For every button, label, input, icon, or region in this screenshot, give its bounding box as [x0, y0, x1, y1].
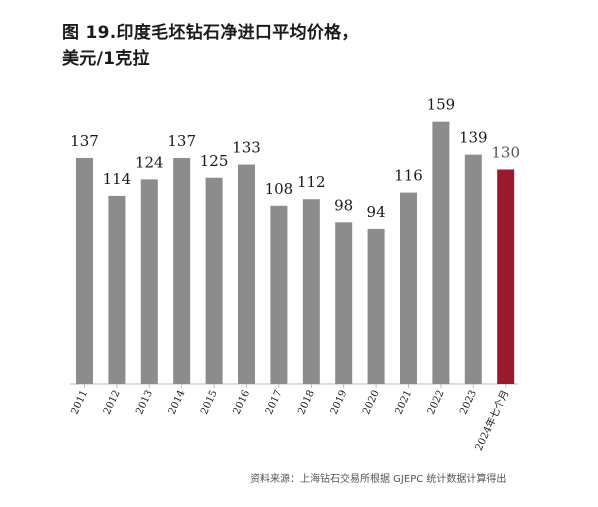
data-label: 130 — [491, 144, 520, 162]
data-label: 98 — [334, 196, 353, 214]
x-tick-label: 2024年七个月 — [472, 388, 511, 453]
source-note: 资料来源：上海钻石交易所根据 GJEPC 统计数据计算得出 — [250, 474, 507, 485]
bar — [140, 179, 158, 384]
bar — [302, 199, 320, 384]
bar — [335, 222, 353, 384]
data-label: 112 — [297, 173, 326, 191]
title-line-2: 美元/1克拉 — [62, 49, 150, 69]
data-label: 116 — [394, 167, 423, 185]
x-tick-label: 2019 — [329, 389, 350, 417]
x-tick-label: 2020 — [361, 389, 382, 417]
x-tick-label: 2014 — [167, 389, 188, 417]
x-tick-label: 2011 — [69, 389, 90, 417]
x-tick-label: 2015 — [199, 389, 220, 417]
bar — [497, 169, 515, 384]
x-tick-label: 2021 — [393, 389, 414, 417]
bar — [464, 154, 482, 384]
x-tick-label: 2012 — [102, 389, 123, 417]
bar — [238, 164, 255, 384]
x-tick-label: 2016 — [231, 389, 252, 417]
data-label: 137 — [167, 132, 196, 150]
bar — [367, 228, 385, 384]
data-label: 159 — [427, 96, 456, 114]
bar — [108, 195, 126, 384]
data-label: 125 — [200, 152, 229, 170]
data-label: 133 — [232, 139, 261, 157]
data-label: 139 — [459, 129, 488, 147]
bar — [205, 177, 223, 384]
bar — [173, 157, 191, 384]
data-label: 108 — [265, 180, 294, 198]
x-tick-label: 2017 — [264, 389, 285, 417]
data-label: 94 — [367, 203, 386, 221]
data-label: 124 — [135, 153, 164, 171]
title-line-1: 图 19.印度毛坯钻石净进口平均价格， — [62, 23, 359, 43]
x-tick-label: 2022 — [426, 389, 447, 417]
chart-title: 图 19.印度毛坯钻石净进口平均价格， 美元/1克拉 — [62, 20, 359, 72]
data-label: 137 — [70, 132, 99, 150]
data-label: 114 — [103, 170, 132, 188]
bar — [76, 157, 93, 384]
bar — [432, 121, 450, 385]
x-tick-label: 2013 — [134, 389, 155, 417]
bar — [400, 192, 417, 384]
bar — [270, 205, 288, 384]
x-tick-label: 2018 — [296, 389, 317, 417]
x-tick-label: 2023 — [458, 389, 479, 417]
